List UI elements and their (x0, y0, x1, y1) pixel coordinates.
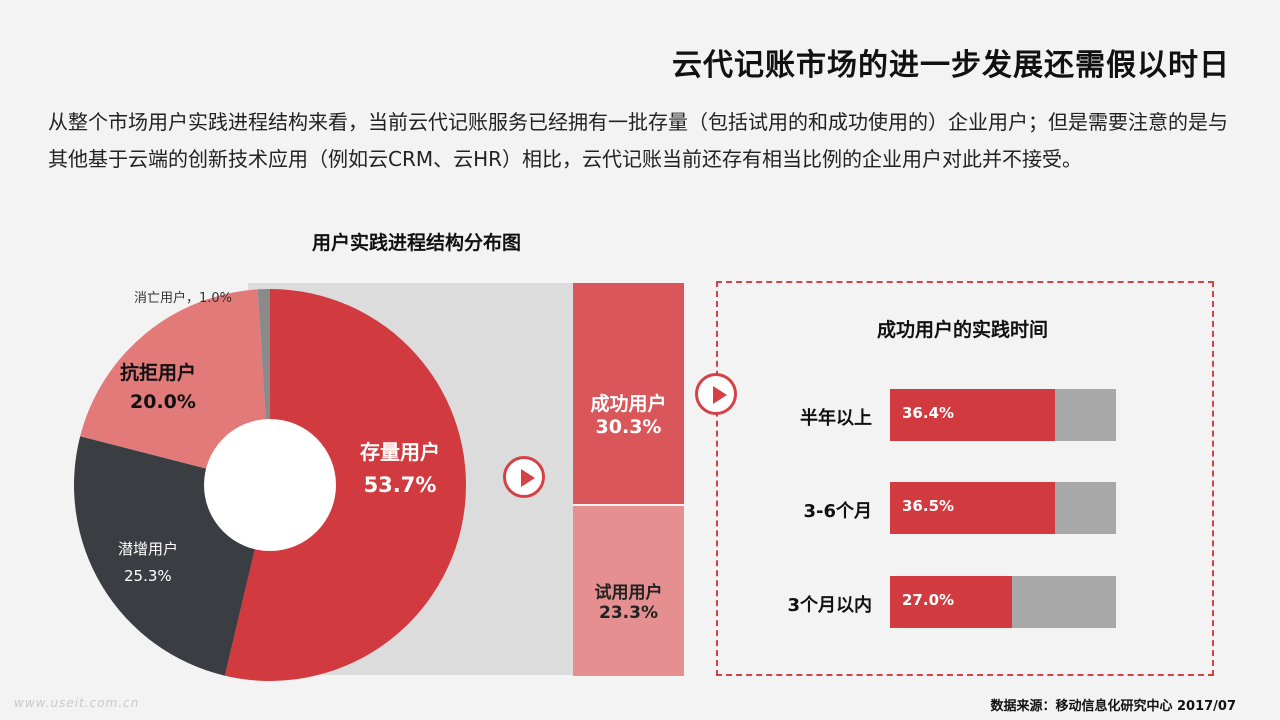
bar-0 (890, 389, 1055, 441)
bar-chart-title: 成功用户的实践时间 (877, 319, 1049, 341)
pie-label-kangju-name: 抗拒用户 (120, 362, 197, 384)
stack-success-label: 成功用户 (590, 393, 667, 415)
pie-label-qianzeng: 潜增用户 25.3% (118, 538, 178, 585)
data-source: 数据来源：移动信息化研究中心 2017/07 (990, 699, 1236, 714)
pie-label-qianzeng-name: 潜增用户 (118, 540, 179, 558)
bar-value-0: 36.4% (902, 404, 955, 422)
bar-track-2: 27.0% (890, 576, 1116, 628)
stack-success-value: 30.3% (595, 416, 662, 438)
donut-hole (204, 419, 336, 551)
bar-track-0: 36.4% (890, 389, 1116, 441)
intro-paragraph: 从整个市场用户实践进程结构来看，当前云代记账服务已经拥有一批存量（包括试用的和成… (48, 110, 1228, 171)
bar-value-2: 27.0% (902, 591, 955, 609)
bar-label-0: 半年以上 (800, 408, 872, 429)
donut-chart (74, 289, 466, 681)
bar-value-1: 36.5% (902, 497, 955, 515)
next-arrow-icon-2 (695, 373, 737, 415)
watermark: www.useit.com.cn (14, 696, 140, 710)
pie-label-kangju-value: 20.0% (130, 391, 196, 413)
stack-trial-value: 23.3% (599, 603, 658, 623)
stack-segment-success: 成功用户 30.3% (573, 283, 684, 504)
pie-label-qianzeng-value: 25.3% (124, 567, 172, 585)
bar-label-1: 3-6个月 (803, 501, 872, 522)
bar-label-2: 3个月以内 (787, 595, 872, 616)
bar-track-1: 36.5% (890, 482, 1116, 534)
donut-slice-0 (224, 289, 466, 681)
success-time-panel (716, 281, 1214, 676)
pie-label-cunliang-value: 53.7% (363, 473, 437, 497)
stack-segment-trial: 试用用户 23.3% (573, 506, 684, 676)
donut-chart-title: 用户实践进程结构分布图 (312, 232, 522, 254)
pie-label-cunliang-name: 存量用户 (360, 440, 440, 464)
pie-label-cunliang: 存量用户 53.7% (360, 436, 440, 497)
page-title: 云代记账市场的进一步发展还需假以时日 (672, 48, 1230, 83)
pie-label-kangju: 抗拒用户 20.0% (120, 358, 196, 413)
next-arrow-icon-1 (503, 456, 545, 498)
donut-slice-2 (80, 289, 270, 485)
bar-2 (890, 576, 1013, 628)
bar-1 (890, 482, 1055, 534)
stack-trial-label: 试用用户 (594, 583, 663, 603)
pie-label-xiaowang: 消亡用户，1.0% (134, 291, 233, 306)
